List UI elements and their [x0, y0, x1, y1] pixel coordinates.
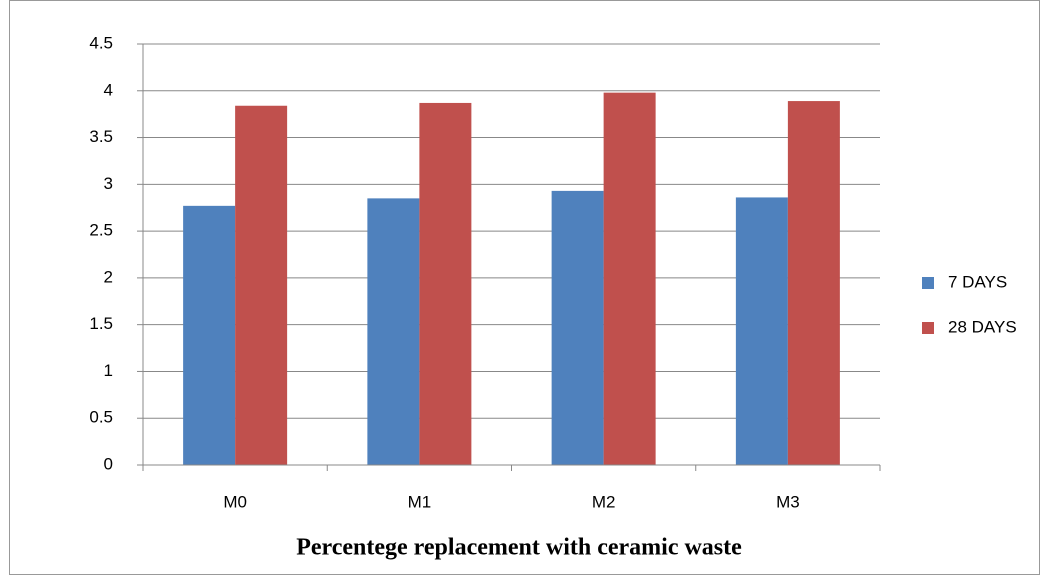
- y-tick-label: 4.5: [89, 33, 113, 52]
- bar: [735, 197, 788, 466]
- y-tick-label: 1.5: [89, 314, 113, 333]
- bar: [235, 105, 288, 465]
- chart-frame: [9, 0, 1040, 575]
- legend-label: 28 DAYS: [948, 317, 1017, 336]
- y-tick-label: 0: [104, 454, 113, 473]
- legend-swatch: [922, 322, 934, 334]
- y-tick-label: 3.5: [89, 127, 113, 146]
- x-tick-label: M3: [776, 492, 800, 511]
- y-tick-label: 2: [104, 267, 113, 286]
- x-tick-label: M2: [592, 492, 616, 511]
- y-tick-label: 0.5: [89, 408, 113, 427]
- bar: [787, 101, 840, 466]
- x-tick-label: M1: [408, 492, 432, 511]
- y-tick-label: 2.5: [89, 221, 113, 240]
- bar: [419, 102, 472, 465]
- x-tick-label: M0: [223, 492, 247, 511]
- bar: [603, 92, 656, 465]
- y-tick-label: 1: [104, 361, 113, 380]
- bar: [367, 198, 420, 465]
- legend-swatch: [922, 277, 934, 289]
- y-tick-label: 3: [104, 174, 113, 193]
- legend-label: 7 DAYS: [948, 272, 1007, 291]
- x-axis-title: Percentege replacement with ceramic wast…: [296, 535, 742, 561]
- y-tick-label: 4: [104, 80, 113, 99]
- bar: [551, 190, 604, 466]
- bar: [183, 205, 236, 465]
